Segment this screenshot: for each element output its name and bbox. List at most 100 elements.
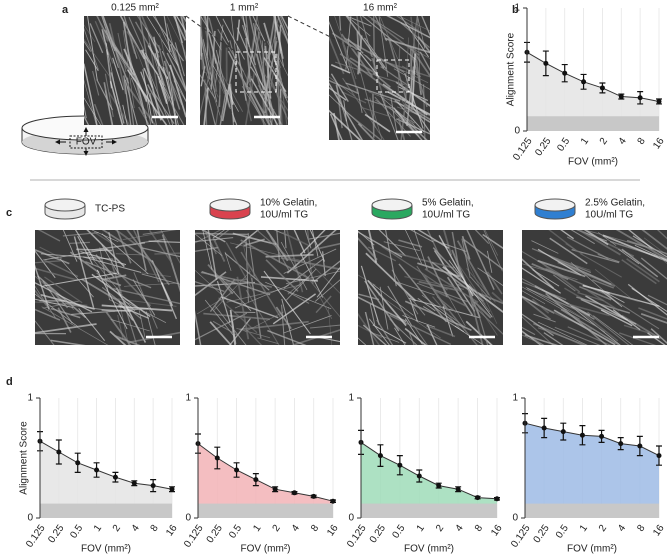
fiber: [174, 16, 186, 62]
dish-top: [44, 198, 86, 212]
fiber: [225, 242, 255, 293]
micrograph: [84, 16, 186, 125]
fiber: [281, 304, 286, 345]
fiber: [221, 59, 235, 122]
fiber: [359, 52, 380, 78]
fiber: [84, 115, 90, 125]
x-axis-label: FOV (mm²): [567, 544, 617, 555]
fiber: [525, 286, 595, 326]
fiber: [161, 50, 186, 103]
fiber: [385, 230, 397, 287]
fiber: [265, 230, 289, 262]
fiber: [358, 324, 383, 339]
fiber: [293, 230, 306, 254]
fiber: [250, 277, 262, 339]
fiber: [398, 263, 448, 323]
fiber: [42, 300, 80, 309]
fiber: [132, 279, 156, 316]
dish-top: [209, 198, 251, 212]
fiber: [236, 27, 265, 91]
fiber: [393, 280, 435, 296]
fiber: [220, 72, 244, 113]
area: [361, 442, 497, 518]
panel-label: d: [6, 376, 13, 388]
x-axis-label: FOV (mm²): [404, 544, 454, 555]
fiber: [594, 268, 631, 298]
fiber: [276, 94, 288, 121]
fiber: [280, 256, 340, 271]
fiber: [276, 230, 281, 263]
fiber: [152, 91, 175, 124]
fiber: [195, 233, 223, 256]
fiber: [522, 326, 536, 336]
fiber: [215, 306, 247, 345]
point: [579, 432, 585, 438]
y-axis-label: Alignment Score: [506, 32, 517, 106]
fiber: [565, 243, 583, 255]
fiber: [467, 289, 484, 345]
fiber: [397, 117, 406, 140]
x-tick-label: 16: [325, 523, 341, 539]
fiber: [329, 79, 359, 95]
point: [94, 467, 100, 473]
fiber: [115, 253, 144, 256]
fiber: [265, 259, 299, 292]
point: [75, 460, 81, 466]
point: [581, 79, 587, 85]
fiber: [161, 234, 180, 293]
point: [599, 433, 605, 439]
fiber: [204, 27, 218, 92]
fiber: [101, 16, 119, 68]
fiber: [576, 296, 631, 314]
fiber: [109, 330, 127, 345]
fiber: [109, 80, 124, 125]
fiber: [35, 323, 97, 334]
fiber: [245, 236, 249, 303]
x-tick-label: 16: [164, 523, 180, 539]
dish-label: FOV: [76, 137, 97, 148]
fiber: [84, 63, 98, 125]
condition-label: 10% Gelatin,: [260, 198, 317, 209]
fiber: [195, 312, 248, 341]
fiber: [486, 250, 493, 273]
x-tick-label: 0.25: [533, 136, 553, 159]
fiber: [205, 71, 223, 122]
fiber: [398, 282, 426, 316]
fiber: [358, 231, 403, 258]
fiber: [381, 245, 448, 291]
fiber: [537, 259, 586, 278]
fiber: [154, 53, 179, 125]
fiber: [84, 24, 96, 43]
fiber: [640, 312, 667, 324]
fiber: [215, 49, 231, 110]
fiber: [522, 250, 564, 277]
fiber: [126, 77, 135, 125]
fiber: [623, 324, 651, 334]
fiber: [393, 68, 430, 90]
fiber: [35, 308, 61, 321]
fiber: [265, 253, 314, 258]
fiber: [195, 246, 219, 253]
x-tick-label: 16: [651, 136, 667, 152]
fiber: [207, 230, 218, 280]
fiber: [248, 86, 271, 125]
fiber: [261, 40, 267, 103]
point: [656, 453, 662, 459]
fiber: [148, 230, 173, 264]
fiber: [410, 16, 418, 67]
fiber: [122, 232, 163, 241]
fiber: [604, 291, 625, 304]
fiber: [438, 235, 474, 297]
x-tick-label: 0.25: [46, 523, 66, 546]
fiber: [341, 91, 367, 104]
fiber: [96, 79, 113, 111]
fiber: [145, 311, 156, 345]
fiber: [314, 279, 340, 302]
x-tick-label: 0.125: [182, 523, 206, 550]
point: [234, 467, 240, 473]
fiber: [408, 101, 430, 134]
fiber: [387, 285, 413, 327]
fiber: [466, 267, 496, 303]
fiber: [522, 290, 546, 305]
micrograph: [358, 230, 503, 345]
